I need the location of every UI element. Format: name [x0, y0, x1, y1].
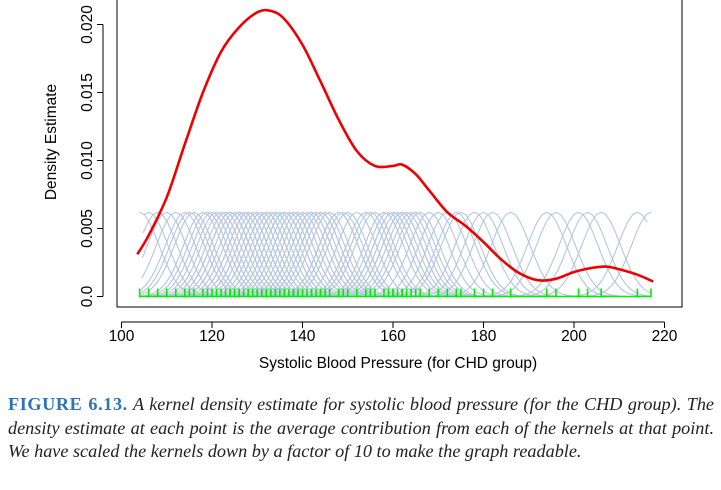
kernel-curves [139, 211, 652, 298]
y-tick-label: 0.020 [79, 5, 96, 44]
kernel-curve [559, 211, 648, 298]
kernel-curve [432, 211, 589, 298]
kernel-curve [337, 211, 494, 298]
x-tick-label: 100 [109, 328, 135, 345]
y-tick-label: 0.005 [79, 209, 96, 248]
kernel-curve [306, 211, 462, 298]
x-axis: 100 120 140 160 180 200 220 [109, 321, 678, 345]
kernel-curve [179, 211, 336, 298]
kernel-curve [297, 211, 453, 298]
kernel-curve [478, 211, 634, 298]
y-axis: 0.0 0.005 0.010 0.015 0.020 [79, 5, 104, 307]
x-tick-label: 180 [471, 328, 497, 345]
density-series [136, 8, 654, 283]
caption-text: A kernel density estimate for systolic b… [8, 394, 715, 461]
x-tick-label: 200 [561, 328, 587, 345]
y-tick-label: 0.0 [79, 285, 96, 307]
rug-plot [138, 288, 652, 298]
kernel-curve [319, 211, 476, 298]
figure-caption: FIGURE 6.13. A kernel density estimate f… [8, 393, 714, 464]
kernel-curve [197, 211, 354, 298]
kernel-curve [414, 211, 571, 298]
plot-frame [116, 0, 683, 308]
kernel-curve [170, 211, 327, 298]
x-tick-label: 220 [652, 328, 678, 345]
kernel-curve [351, 211, 508, 298]
figure-label: FIGURE 6.13. [8, 394, 128, 414]
density-chart: 100 120 140 160 180 200 220 0.0 0.005 0.010 0.015… [43, 0, 683, 372]
kernel-curve [342, 211, 499, 298]
kernel-curve [333, 211, 489, 298]
kernel-curve [378, 211, 535, 298]
kernel-curve [360, 211, 517, 298]
kernel-curve [251, 211, 408, 298]
kernel-curve [315, 211, 471, 298]
density-curve [136, 8, 654, 283]
y-tick-label: 0.015 [79, 73, 96, 112]
kernel-curve [324, 211, 480, 298]
x-tick-label: 140 [290, 328, 316, 345]
kernel-curve [152, 211, 308, 298]
y-tick-label: 0.010 [79, 141, 96, 180]
kernel-curve [509, 211, 651, 298]
x-axis-label: Systolic Blood Pressure (for CHD group) [259, 355, 537, 372]
kernel-curve [382, 211, 539, 298]
kernel-curve [260, 211, 417, 298]
kernel-curve [269, 211, 426, 298]
x-tick-label: 120 [199, 328, 225, 345]
y-axis-label: Density Estimate [43, 84, 60, 200]
kernel-curve [500, 211, 647, 298]
kernel-curve [287, 211, 444, 298]
kernel-curve [242, 211, 399, 298]
x-tick-label: 160 [380, 328, 406, 345]
kernel-curve [523, 211, 651, 298]
